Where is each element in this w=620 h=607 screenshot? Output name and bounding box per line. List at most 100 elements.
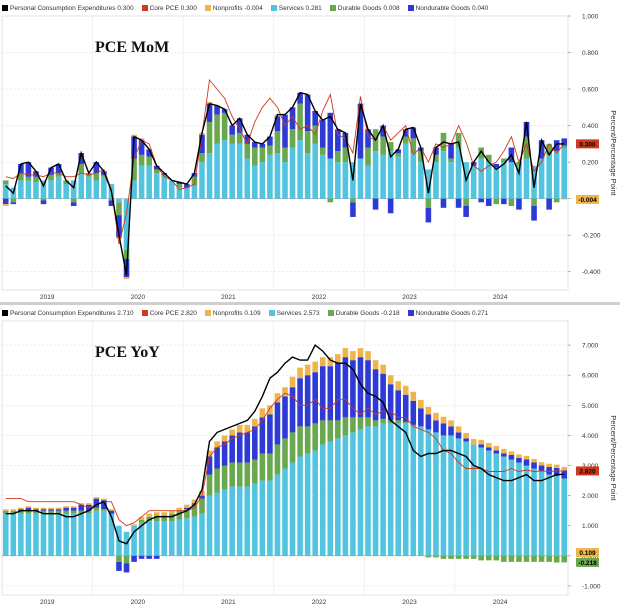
bar-durable-goods [357,417,364,430]
bar-nonprofits [18,507,24,510]
bar-durable-goods [493,198,500,205]
bar-services [63,184,69,199]
bar-services [267,154,273,199]
bar-nonprofits [123,277,130,280]
bar-nondurable-goods [48,167,54,175]
legend-label: Services 2.573 [276,309,320,317]
bar-services [176,519,183,556]
y-axis-title: Percent/Percentage Point [609,110,618,196]
bar-services [531,468,537,556]
bar-durable-goods [531,555,537,562]
bar-nondurable-goods [70,507,77,511]
bar-services [221,140,228,199]
ytick-label: 0.400 [582,123,599,130]
plot-frame [1,15,569,291]
xtick-label: 2022 [312,294,327,301]
bar-nonprofits [40,507,47,510]
legend-item-personal-consumption-expenditures: Personal Consumption Expenditures 2.710 [2,310,134,317]
ytick-label: 0.600 [582,87,599,94]
bar-nonprofits [387,375,394,385]
bar-services [387,423,394,556]
bar-nondurable-goods [289,387,296,433]
bar-services [252,165,258,199]
bar-nonprofits [410,391,417,401]
bar-services [470,165,477,199]
bar-services [93,180,100,199]
bar-durable-goods [267,145,273,155]
bar-nondurable-goods [214,105,220,115]
bar-nonprofits [350,351,356,361]
bar-services [206,153,213,199]
bar-durable-goods [199,498,205,514]
bar-durable-goods [380,136,386,155]
bar-services [191,516,198,556]
bar-services [485,450,492,556]
bar-durable-goods [523,555,530,562]
bar-services [508,162,515,199]
bar-services [236,486,243,556]
legend-swatch [204,310,211,316]
xtick-label: 2024 [493,599,508,606]
bar-nonprofits [206,450,213,457]
bar-services [327,158,334,199]
chart-yoy: -1.0000.0001.0002.0003.0004.0005.0006.00… [1,320,618,606]
bar-durable-goods [516,162,522,166]
bar-nondurable-goods [523,121,530,137]
bar-nondurable-goods [304,375,311,427]
bar-nonprofits [304,364,311,376]
bar-nonprofits [297,367,303,379]
bar-durable-goods [561,555,568,563]
legend-label: Nondurable Goods 0.271 [415,309,489,317]
bar-durable-goods [252,459,258,484]
end-label-box [576,194,599,204]
bar-nondurable-goods [199,495,205,499]
bar-nondurable-goods [63,507,69,511]
bar-services [418,426,424,556]
chart-panel-yoy: Personal Consumption Expenditures 2.710 C… [0,305,620,607]
bar-nonprofits [455,426,462,433]
bar-nondurable-goods [448,426,454,436]
bar-durable-goods [395,153,401,157]
bar-durable-goods [395,420,401,424]
bar-nondurable-goods [184,184,190,188]
bar-nondurable-goods [553,467,560,477]
bar-services [493,453,500,556]
xtick-label: 2019 [40,294,55,301]
bar-durable-goods [282,147,288,163]
bar-durable-goods [501,158,507,163]
bar-nonprofits [501,448,507,454]
bar-durable-goods [25,510,32,514]
bar-services [153,521,160,556]
bar-durable-goods [304,131,311,153]
xtick-label: 2024 [493,294,508,301]
bar-nonprofits [553,464,560,468]
legend-swatch [327,310,334,316]
bar-nondurable-goods [319,366,326,421]
bar-durable-goods [206,474,213,496]
legend-swatch [407,310,414,316]
bar-nondurable-goods [425,414,432,430]
bar-durable-goods [63,180,69,185]
bar-nondurable-goods [25,162,32,177]
bar-nondurable-goods [380,373,386,419]
bar-durable-goods [448,555,454,559]
bar-services [342,435,349,556]
bar-nondurable-goods [282,114,288,148]
bar-nondurable-goods [2,198,9,205]
bar-durable-goods [123,555,130,564]
bar-services [523,158,530,199]
bar-nondurable-goods [304,94,311,132]
bar-nondurable-goods [10,202,17,205]
legend-item-services: Services 2.573 [268,309,320,317]
bar-nondurable-goods [244,134,251,144]
legend-item-core-pce: Core PCE 2.820 [141,310,197,317]
bar-services [131,525,137,556]
bar-nonprofits [267,405,273,415]
bar-services [199,162,205,199]
bar-nonprofits [485,442,492,448]
bar-services [229,143,235,199]
bar-services [470,444,477,556]
bar-services [350,432,356,556]
bar-durable-goods [425,555,432,558]
bar-nondurable-goods [33,509,39,511]
